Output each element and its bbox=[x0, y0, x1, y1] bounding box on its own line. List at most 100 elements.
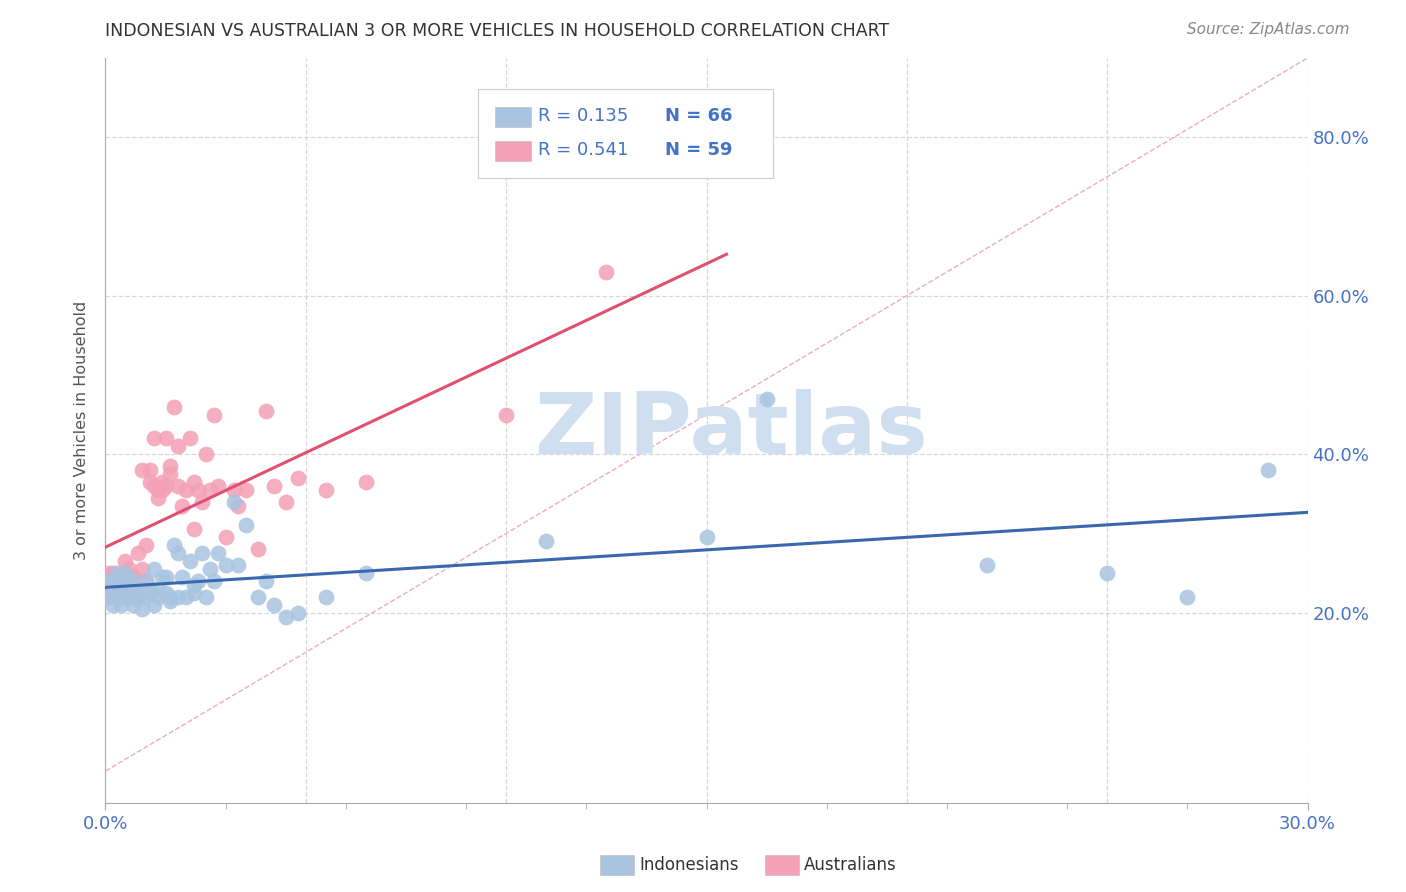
Point bbox=[354, 475, 377, 489]
Point bbox=[183, 586, 205, 600]
Point bbox=[118, 562, 141, 576]
Point bbox=[976, 558, 998, 573]
Point bbox=[1257, 463, 1279, 477]
Point bbox=[198, 562, 221, 576]
Text: INDONESIAN VS AUSTRALIAN 3 OR MORE VEHICLES IN HOUSEHOLD CORRELATION CHART: INDONESIAN VS AUSTRALIAN 3 OR MORE VEHIC… bbox=[105, 22, 890, 40]
Point bbox=[159, 590, 181, 604]
Point bbox=[127, 586, 149, 600]
Point bbox=[190, 494, 212, 508]
Point bbox=[274, 494, 297, 508]
Point bbox=[114, 566, 136, 580]
Point bbox=[150, 475, 173, 489]
Point bbox=[274, 609, 297, 624]
Point bbox=[166, 479, 188, 493]
Text: N = 59: N = 59 bbox=[665, 141, 733, 159]
Point bbox=[174, 483, 197, 497]
Point bbox=[131, 601, 153, 615]
Point bbox=[183, 578, 205, 592]
Point bbox=[166, 590, 188, 604]
Point bbox=[110, 578, 132, 592]
Point bbox=[135, 574, 157, 588]
Text: Source: ZipAtlas.com: Source: ZipAtlas.com bbox=[1187, 22, 1350, 37]
Point bbox=[162, 400, 184, 414]
Point bbox=[131, 582, 153, 596]
Text: R = 0.135: R = 0.135 bbox=[538, 107, 628, 125]
Point bbox=[162, 538, 184, 552]
Point bbox=[103, 598, 125, 612]
Y-axis label: 3 or more Vehicles in Household: 3 or more Vehicles in Household bbox=[75, 301, 90, 560]
Point bbox=[107, 574, 129, 588]
Point bbox=[187, 483, 209, 497]
Point bbox=[135, 538, 157, 552]
Point bbox=[98, 590, 121, 604]
Point bbox=[135, 574, 157, 588]
Point bbox=[235, 518, 257, 533]
Point bbox=[142, 562, 165, 576]
Point bbox=[107, 566, 129, 580]
Point bbox=[194, 447, 217, 461]
Point bbox=[122, 574, 145, 588]
Point bbox=[226, 558, 249, 573]
Point bbox=[142, 598, 165, 612]
Point bbox=[354, 566, 377, 580]
Point bbox=[98, 566, 121, 580]
Point bbox=[202, 574, 225, 588]
Point bbox=[146, 491, 169, 505]
Point bbox=[155, 479, 177, 493]
Point bbox=[103, 574, 125, 588]
Point bbox=[170, 499, 193, 513]
Text: Australians: Australians bbox=[804, 856, 897, 874]
Point bbox=[179, 554, 201, 568]
Point bbox=[103, 566, 125, 580]
Point bbox=[495, 408, 517, 422]
Text: Indonesians: Indonesians bbox=[640, 856, 740, 874]
Point bbox=[138, 475, 160, 489]
Point bbox=[254, 403, 277, 417]
Point bbox=[1177, 590, 1199, 604]
Point bbox=[146, 483, 169, 497]
Point bbox=[138, 582, 160, 596]
Point bbox=[142, 431, 165, 445]
Point bbox=[170, 570, 193, 584]
Point bbox=[114, 574, 136, 588]
Point bbox=[595, 265, 617, 279]
Point bbox=[187, 574, 209, 588]
Point bbox=[127, 546, 149, 560]
Point bbox=[159, 593, 181, 607]
Point bbox=[207, 479, 229, 493]
Point bbox=[235, 483, 257, 497]
Point bbox=[118, 582, 141, 596]
Point bbox=[107, 578, 129, 592]
Point bbox=[122, 598, 145, 612]
Point bbox=[150, 483, 173, 497]
Point bbox=[110, 570, 132, 584]
Text: R = 0.541: R = 0.541 bbox=[538, 141, 628, 159]
Point bbox=[98, 590, 121, 604]
Point bbox=[254, 574, 277, 588]
Point bbox=[315, 483, 337, 497]
Point bbox=[159, 467, 181, 481]
Point bbox=[155, 570, 177, 584]
Point bbox=[222, 483, 245, 497]
Point bbox=[202, 408, 225, 422]
Point bbox=[103, 582, 125, 596]
Point bbox=[263, 598, 285, 612]
Point bbox=[114, 554, 136, 568]
Point bbox=[194, 590, 217, 604]
Point bbox=[110, 582, 132, 596]
Point bbox=[159, 458, 181, 473]
Point bbox=[138, 586, 160, 600]
Point bbox=[534, 534, 557, 549]
Point bbox=[198, 483, 221, 497]
Point bbox=[287, 606, 309, 620]
Point bbox=[110, 598, 132, 612]
Point bbox=[174, 590, 197, 604]
Point bbox=[122, 570, 145, 584]
Point bbox=[103, 578, 125, 592]
Point bbox=[98, 574, 121, 588]
Point bbox=[190, 546, 212, 560]
Point bbox=[1097, 566, 1119, 580]
Point bbox=[127, 590, 149, 604]
Point bbox=[107, 590, 129, 604]
Point bbox=[166, 546, 188, 560]
